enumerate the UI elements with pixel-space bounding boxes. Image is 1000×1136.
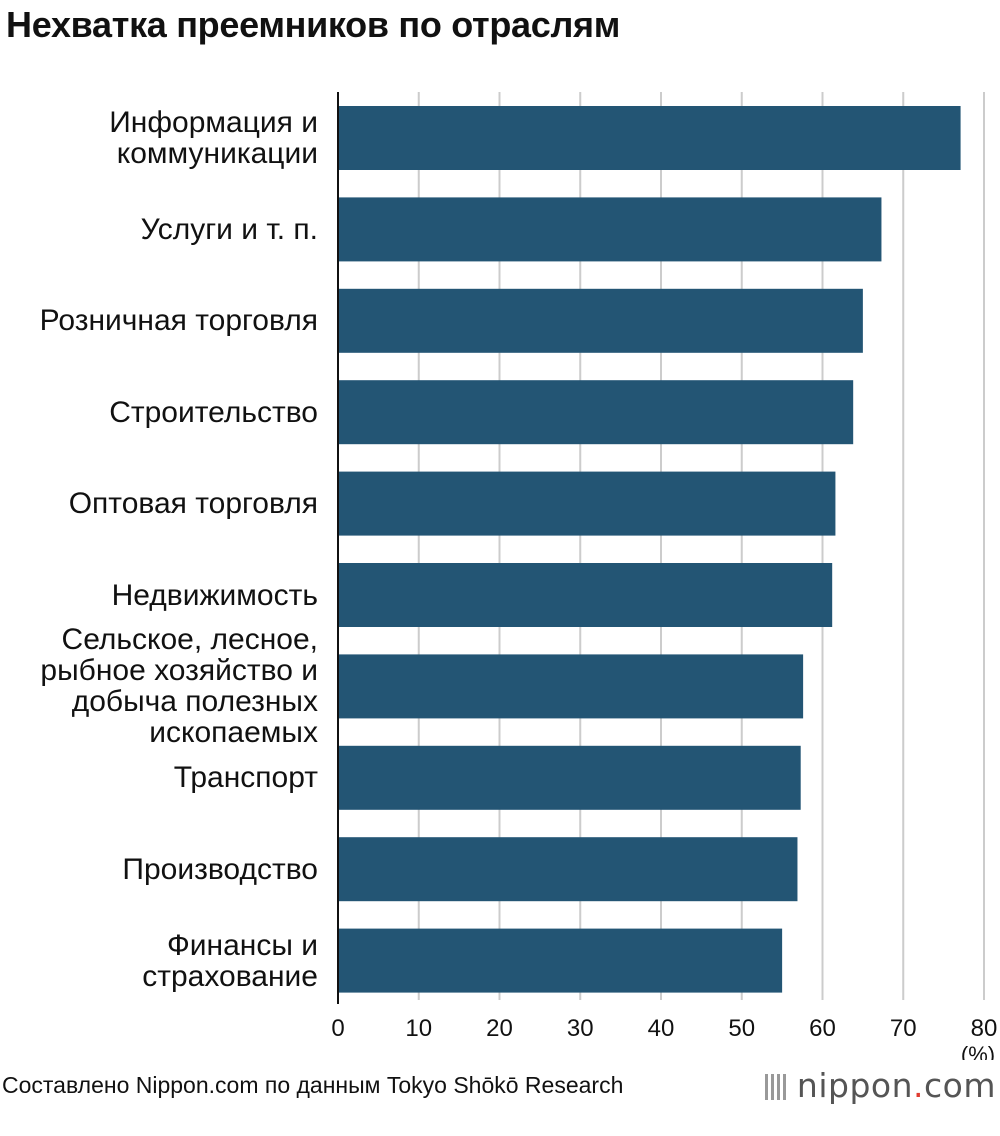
x-tick-label: 80 [971, 1015, 998, 1042]
nippon-logo: nippon.com [764, 1066, 996, 1105]
bar [338, 837, 798, 902]
category-label: Услуги и т. п. [140, 212, 318, 246]
category-label: Строительство [109, 395, 318, 429]
x-axis-ticks: 0 10 20 30 40 50 60 70 80 [331, 1015, 997, 1042]
bars [338, 106, 961, 993]
x-tick-label: 60 [809, 1015, 836, 1042]
category-label: Недвижимость [111, 578, 318, 612]
x-tick-label: 0 [331, 1015, 344, 1042]
source-note: Составлено Nippon.com по данным Tokyo Sh… [2, 1072, 624, 1098]
x-tick-label: 30 [567, 1015, 594, 1042]
category-label: Производство [122, 852, 318, 886]
category-label: Информация и коммуникации [109, 106, 318, 170]
x-axis-unit: (%) [961, 1042, 995, 1060]
category-label: Оптовая торговля [68, 487, 318, 521]
bar [338, 197, 882, 262]
bar-chart: 0 10 20 30 40 50 60 70 80 (%) [331, 92, 997, 1060]
logo-bars-icon [764, 1074, 787, 1100]
category-label: Сельское, лесное, рыбное хозяйство и доб… [40, 623, 318, 750]
bar [338, 928, 783, 993]
category-label: Розничная торговля [39, 304, 318, 338]
category-label: Транспорт [173, 761, 318, 795]
x-tick-label: 50 [728, 1015, 755, 1042]
x-tick-label: 70 [890, 1015, 917, 1042]
bar [338, 288, 863, 353]
x-tick-label: 20 [486, 1015, 513, 1042]
bar [338, 106, 961, 170]
chart-title: Нехватка преемников по отраслям [6, 4, 621, 45]
x-tick-label: 40 [648, 1015, 675, 1042]
bar [338, 471, 836, 536]
bar [338, 654, 804, 719]
x-tick-label: 10 [405, 1015, 432, 1042]
bar [338, 380, 854, 445]
bar [338, 563, 833, 627]
bar [338, 745, 801, 810]
category-label: Финансы и страхование [142, 928, 318, 993]
